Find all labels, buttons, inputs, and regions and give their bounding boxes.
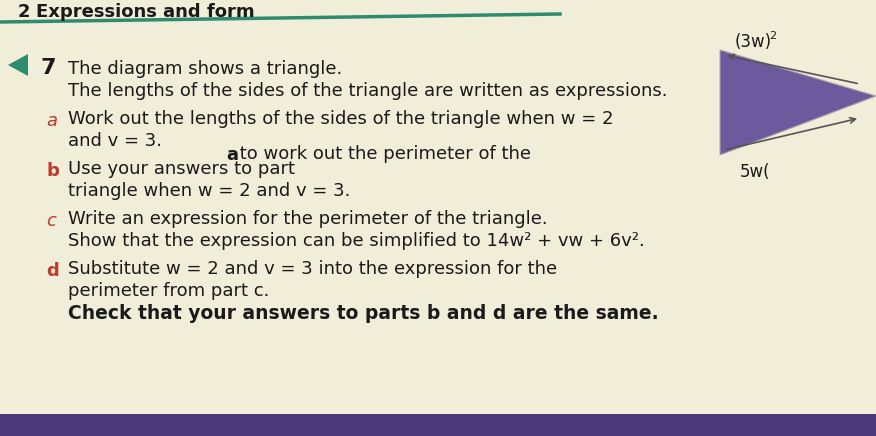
Text: Use your answers to part: Use your answers to part — [68, 160, 300, 178]
Text: perimeter from part c.: perimeter from part c. — [68, 282, 270, 300]
Text: triangle when w = 2 and v = 3.: triangle when w = 2 and v = 3. — [68, 182, 350, 200]
Text: a: a — [46, 112, 57, 130]
Text: (3w): (3w) — [735, 33, 772, 51]
Text: b: b — [46, 162, 59, 180]
Text: Show that the expression can be simplified to 14w² + vw + 6v².: Show that the expression can be simplifi… — [68, 232, 645, 250]
Text: and v = 3.: and v = 3. — [68, 132, 162, 150]
Polygon shape — [720, 50, 876, 155]
Text: Work out the lengths of the sides of the triangle when w = 2: Work out the lengths of the sides of the… — [68, 110, 613, 128]
Bar — [0, 414, 876, 436]
Text: Check that your answers to parts b and d are the same.: Check that your answers to parts b and d… — [68, 303, 659, 323]
Text: a: a — [226, 146, 238, 164]
Text: to work out the perimeter of the: to work out the perimeter of the — [234, 145, 531, 163]
Text: 2: 2 — [769, 31, 776, 41]
Text: d: d — [46, 262, 59, 280]
Text: The lengths of the sides of the triangle are written as expressions.: The lengths of the sides of the triangle… — [68, 82, 668, 100]
Text: The diagram shows a triangle.: The diagram shows a triangle. — [68, 60, 343, 78]
Text: Expressions and form: Expressions and form — [36, 3, 255, 21]
Text: Substitute w = 2 and v = 3 into the expression for the: Substitute w = 2 and v = 3 into the expr… — [68, 260, 557, 278]
Text: 5w(: 5w( — [740, 163, 771, 181]
Text: 2: 2 — [18, 3, 31, 21]
Text: Write an expression for the perimeter of the triangle.: Write an expression for the perimeter of… — [68, 210, 548, 228]
Text: 7: 7 — [40, 58, 55, 78]
Text: c: c — [46, 212, 56, 230]
Polygon shape — [8, 54, 28, 76]
